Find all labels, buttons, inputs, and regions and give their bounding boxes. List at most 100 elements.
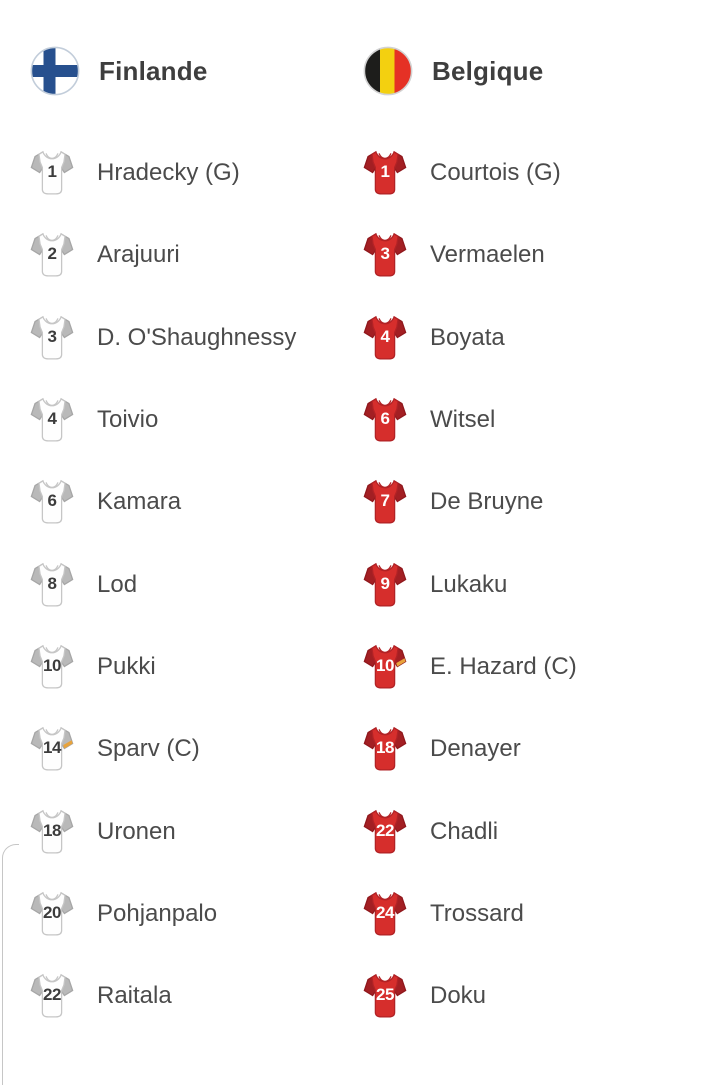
player-name: Chadli — [430, 817, 499, 845]
player-name: Kamara — [97, 488, 182, 516]
jersey-icon: 25 — [363, 972, 407, 1020]
player-row[interactable]: 1 Hradecky (G) — [30, 132, 360, 214]
jersey-icon: 4 — [30, 396, 74, 444]
player-number: 14 — [43, 738, 61, 758]
captain-armband — [396, 658, 406, 667]
player-row[interactable]: 18 Denayer — [363, 708, 715, 790]
jersey-icon: 22 — [30, 972, 74, 1020]
player-name: Witsel — [430, 406, 496, 434]
player-name: Sparv (C) — [97, 735, 200, 763]
player-number: 24 — [376, 902, 394, 922]
player-list-belgium: 1 Courtois (G) 3 Vermaelen 4 — [363, 132, 715, 1037]
player-number: 1 — [380, 162, 390, 182]
player-number: 7 — [380, 491, 390, 511]
player-list-finland: 1 Hradecky (G) 2 Arajuuri 3 — [30, 132, 360, 1037]
belgium-flag-icon — [363, 46, 413, 96]
player-number: 10 — [376, 655, 394, 675]
next-card-edge — [2, 844, 19, 1085]
player-number: 4 — [47, 409, 57, 429]
player-row[interactable]: 2 Arajuuri — [30, 214, 360, 296]
player-row[interactable]: 20 Pohjanpalo — [30, 873, 360, 955]
player-name: E. Hazard (C) — [430, 652, 577, 680]
player-row[interactable]: 7 De Bruyne — [363, 461, 715, 543]
jersey-icon: 10 — [30, 643, 74, 691]
player-name: Uronen — [97, 817, 176, 845]
player-number: 8 — [47, 573, 57, 593]
player-name: De Bruyne — [430, 488, 544, 516]
player-number: 18 — [43, 820, 61, 840]
jersey-icon: 3 — [363, 231, 407, 279]
jersey-icon: 10 — [363, 643, 407, 691]
player-number: 4 — [380, 326, 390, 346]
jersey-icon: 9 — [363, 561, 407, 609]
player-row[interactable]: 1 Courtois (G) — [363, 132, 715, 214]
jersey-icon: 1 — [363, 149, 407, 197]
player-number: 22 — [43, 985, 61, 1005]
player-name: Lukaku — [430, 570, 508, 598]
team-name: Belgique — [432, 55, 544, 86]
team-column-belgium: Belgique 1 Courtois (G) 3 Ve — [363, 0, 715, 1037]
player-row[interactable]: 18 Uronen — [30, 790, 360, 872]
player-row[interactable]: 3 Vermaelen — [363, 214, 715, 296]
player-name: Denayer — [430, 735, 521, 763]
player-name: Arajuuri — [97, 241, 180, 269]
player-row[interactable]: 22 Chadli — [363, 790, 715, 872]
jersey-icon: 18 — [30, 808, 74, 856]
player-number: 25 — [376, 985, 394, 1005]
jersey-icon: 2 — [30, 231, 74, 279]
player-number: 3 — [380, 244, 390, 264]
player-row[interactable]: 6 Kamara — [30, 461, 360, 543]
jersey-icon: 20 — [30, 890, 74, 938]
player-name: Trossard — [430, 899, 524, 927]
jersey-icon: 6 — [363, 396, 407, 444]
jersey-icon: 6 — [30, 478, 74, 526]
player-number: 22 — [376, 820, 394, 840]
player-row[interactable]: 4 Toivio — [30, 379, 360, 461]
player-row[interactable]: 9 Lukaku — [363, 543, 715, 625]
finland-flag-icon — [30, 46, 80, 96]
jersey-icon: 3 — [30, 314, 74, 362]
player-name: Doku — [430, 982, 487, 1010]
player-row[interactable]: 3 D. O'Shaughnessy — [30, 297, 360, 379]
player-row[interactable]: 25 Doku — [363, 955, 715, 1037]
player-name: Toivio — [97, 406, 159, 434]
jersey-icon: 24 — [363, 890, 407, 938]
player-row[interactable]: 10 E. Hazard (C) — [363, 626, 715, 708]
jersey-icon: 1 — [30, 149, 74, 197]
player-number: 1 — [47, 162, 57, 182]
captain-armband — [63, 740, 73, 749]
player-number: 6 — [47, 491, 57, 511]
jersey-icon: 22 — [363, 808, 407, 856]
player-name: Courtois (G) — [430, 159, 561, 187]
player-number: 20 — [43, 902, 61, 922]
player-number: 2 — [47, 244, 57, 264]
player-row[interactable]: 10 Pukki — [30, 626, 360, 708]
player-number: 18 — [376, 738, 394, 758]
player-row[interactable]: 4 Boyata — [363, 297, 715, 379]
player-row[interactable]: 6 Witsel — [363, 379, 715, 461]
player-row[interactable]: 24 Trossard — [363, 873, 715, 955]
player-name: Raitala — [97, 982, 172, 1010]
player-number: 3 — [47, 326, 57, 346]
player-row[interactable]: 22 Raitala — [30, 955, 360, 1037]
team-column-finland: Finlande 1 Hradecky (G) 2 Ar — [30, 0, 360, 1037]
jersey-icon: 8 — [30, 561, 74, 609]
player-number: 10 — [43, 655, 61, 675]
player-name: Vermaelen — [430, 241, 545, 269]
player-name: D. O'Shaughnessy — [97, 323, 297, 351]
team-header-belgium: Belgique — [363, 0, 715, 132]
jersey-icon: 18 — [363, 725, 407, 773]
player-name: Pohjanpalo — [97, 899, 218, 927]
player-name: Boyata — [430, 323, 505, 351]
player-name: Pukki — [97, 652, 156, 680]
jersey-icon: 14 — [30, 725, 74, 773]
player-number: 9 — [380, 573, 390, 593]
team-name: Finlande — [99, 55, 208, 86]
player-row[interactable]: 8 Lod — [30, 543, 360, 625]
player-name: Lod — [97, 570, 138, 598]
jersey-icon: 4 — [363, 314, 407, 362]
team-header-finland: Finlande — [30, 0, 360, 132]
player-number: 6 — [380, 409, 390, 429]
player-row[interactable]: 14 Sparv (C) — [30, 708, 360, 790]
jersey-icon: 7 — [363, 478, 407, 526]
